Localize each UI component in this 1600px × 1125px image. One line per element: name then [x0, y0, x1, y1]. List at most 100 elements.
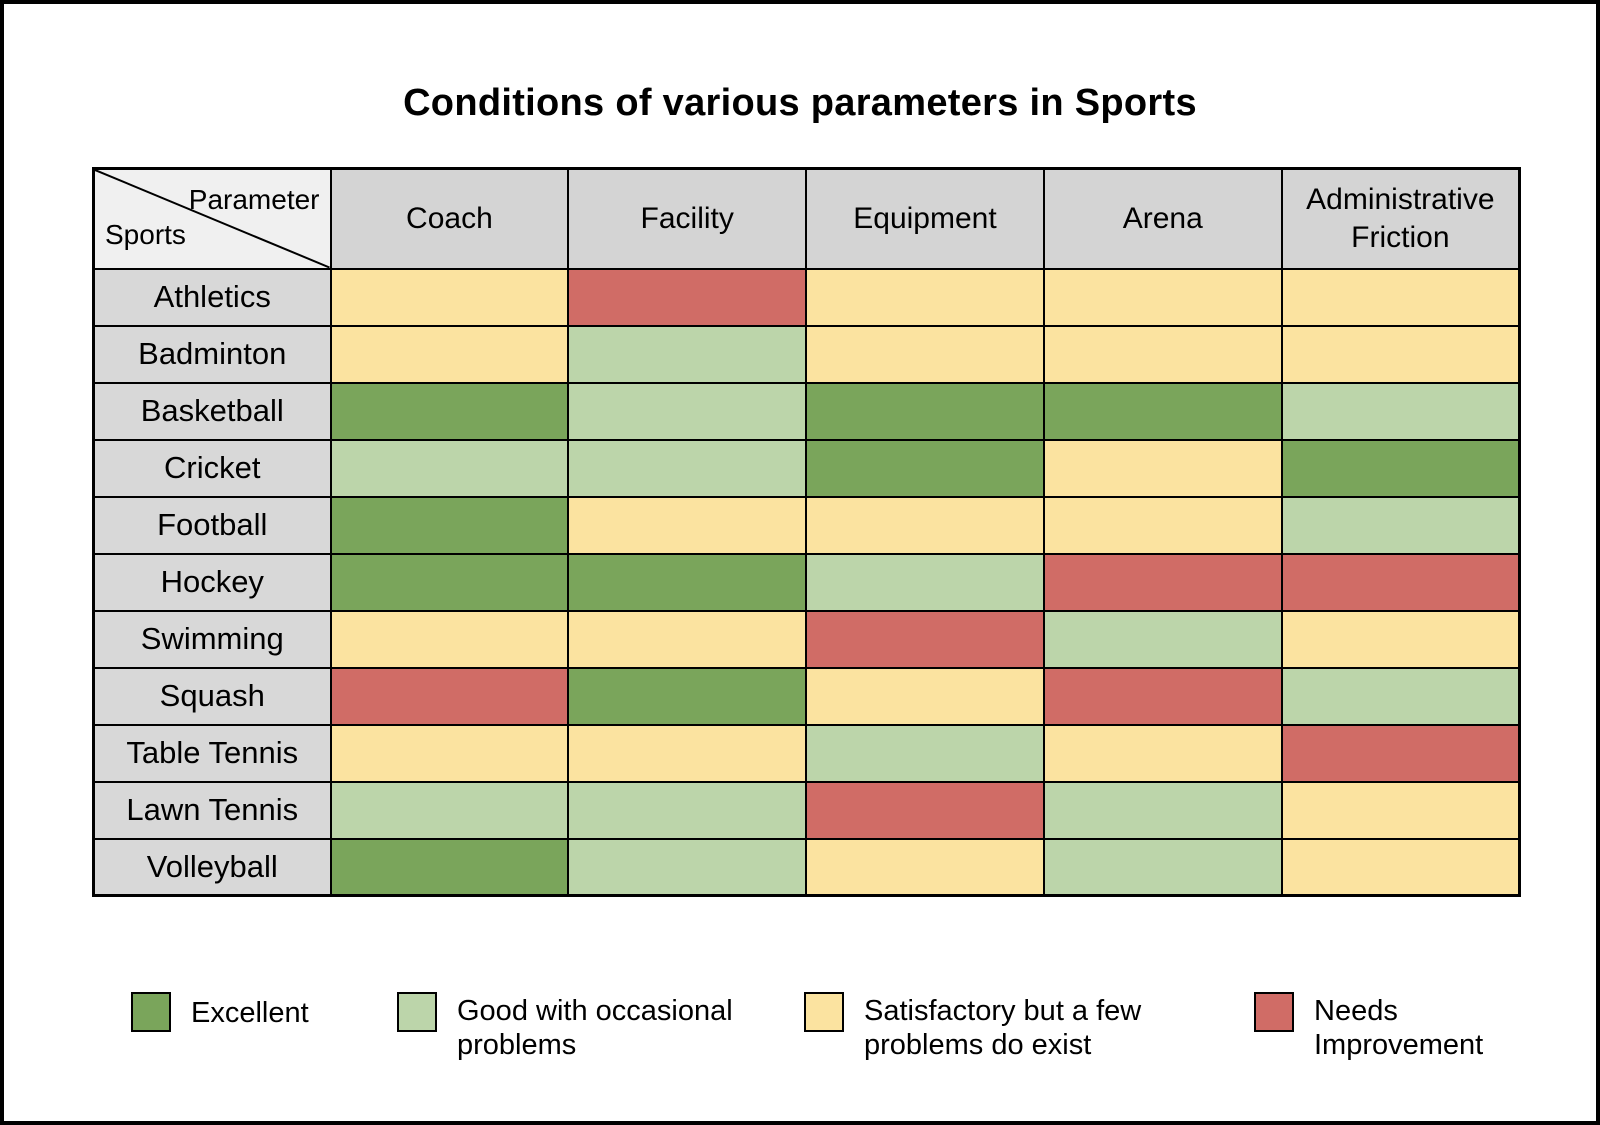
- table-row: Swimming: [92, 609, 1521, 669]
- heatmap-cell: [805, 609, 1045, 669]
- legend-item: Excellent: [131, 992, 309, 1032]
- heatmap-cell: [1042, 609, 1283, 669]
- table-row: Basketball: [92, 381, 1521, 441]
- heatmap-cell: [329, 609, 570, 669]
- heatmap-cell: [805, 324, 1045, 384]
- table-row: Athletics: [92, 267, 1521, 327]
- heatmap-cell: [329, 267, 570, 327]
- sport-row-label: Volleyball: [92, 837, 332, 897]
- heatmap-cell: [805, 723, 1045, 783]
- heatmap-cell: [1280, 666, 1521, 726]
- heatmap-cell: [805, 381, 1045, 441]
- heatmap-cell: [567, 438, 808, 498]
- heatmap-cell: [567, 495, 808, 555]
- sport-row-label: Badminton: [92, 324, 332, 384]
- heatmap-cell: [1280, 267, 1521, 327]
- heatmap-cell: [329, 324, 570, 384]
- heatmap-cell: [1042, 267, 1283, 327]
- table-row: Volleyball: [92, 837, 1521, 897]
- heatmap-cell: [329, 723, 570, 783]
- table-row: Hockey: [92, 552, 1521, 612]
- heatmap-cell: [1042, 381, 1283, 441]
- column-header-arena: Arena: [1042, 167, 1283, 270]
- heatmap-cell: [805, 837, 1045, 897]
- heatmap-cell: [805, 495, 1045, 555]
- chart-title: Conditions of various parameters in Spor…: [403, 82, 1197, 124]
- heatmap-cell: [1280, 837, 1521, 897]
- sport-row-label: Lawn Tennis: [92, 780, 332, 840]
- legend-label: Excellent: [191, 997, 309, 1029]
- corner-cell: Parameter Sports: [92, 167, 332, 270]
- heatmap-cell: [1280, 780, 1521, 840]
- heatmap-cell: [1280, 438, 1521, 498]
- heatmap-cell: [1042, 552, 1283, 612]
- heatmap-cell: [329, 495, 570, 555]
- sport-row-label: Swimming: [92, 609, 332, 669]
- column-header-administrative-friction: Administrative Friction: [1280, 167, 1521, 270]
- legend: Excellent Good with occasional problems Sa…: [4, 992, 1600, 1102]
- heatmap-cell: [567, 324, 808, 384]
- heatmap-cell: [567, 552, 808, 612]
- heatmap-cell: [329, 837, 570, 897]
- sport-row-label: Basketball: [92, 381, 332, 441]
- table-row: Squash: [92, 666, 1521, 726]
- heatmap-cell: [805, 267, 1045, 327]
- heatmap-cell: [329, 381, 570, 441]
- heatmap-cell: [1280, 609, 1521, 669]
- corner-label-parameter: Parameter: [188, 184, 320, 215]
- heatmap-cell: [1042, 723, 1283, 783]
- corner-label-sports: Sports: [105, 218, 186, 250]
- legend-swatch-needs_improvement: [1254, 992, 1294, 1032]
- table-row: Football: [92, 495, 1521, 555]
- heatmap-cell: [329, 780, 570, 840]
- sports-table: Parameter Sports Coach Facility Equipmen…: [92, 167, 1521, 897]
- legend-swatch-excellent: [131, 992, 171, 1032]
- heatmap-cell: [805, 666, 1045, 726]
- heatmap-cell: [1042, 324, 1283, 384]
- column-header-facility: Facility: [567, 167, 808, 270]
- heatmap-cell: [1280, 495, 1521, 555]
- legend-swatch-good: [397, 992, 437, 1032]
- heatmap-cell: [567, 837, 808, 897]
- heatmap-cell: [1042, 666, 1283, 726]
- heatmap-cell: [1042, 780, 1283, 840]
- heatmap-cell: [567, 666, 808, 726]
- heatmap-cell: [567, 780, 808, 840]
- sport-row-label: Table Tennis: [92, 723, 332, 783]
- table-row: Table Tennis: [92, 723, 1521, 783]
- heatmap-cell: [1280, 381, 1521, 441]
- column-header-equipment: Equipment: [805, 167, 1045, 270]
- sport-row-label: Football: [92, 495, 332, 555]
- heatmap-cell: [329, 438, 570, 498]
- heatmap-cell: [805, 552, 1045, 612]
- table-row: Badminton: [92, 324, 1521, 384]
- header-row: Parameter Sports Coach Facility Equipmen…: [92, 167, 1521, 270]
- sport-row-label: Squash: [92, 666, 332, 726]
- legend-swatch-satisfactory: [804, 992, 844, 1032]
- heatmap-cell: [329, 552, 570, 612]
- heatmap-cell: [1280, 324, 1521, 384]
- heatmap-cell: [1280, 552, 1521, 612]
- sports-table-body: Athletics Badminton Basketball Cricket Footb…: [92, 267, 1521, 897]
- heatmap-cell: [1042, 438, 1283, 498]
- heatmap-cell: [1042, 837, 1283, 897]
- column-header-coach: Coach: [329, 167, 570, 270]
- heatmap-cell: [329, 666, 570, 726]
- legend-label: Satisfactory but a few problems do exist: [864, 995, 1142, 1061]
- sport-row-label: Cricket: [92, 438, 332, 498]
- heatmap-cell: [1280, 723, 1521, 783]
- heatmap-cell: [567, 381, 808, 441]
- legend-label: Needs Improvement: [1314, 995, 1484, 1061]
- legend-item: Needs Improvement: [1254, 992, 1524, 1062]
- sport-row-label: Athletics: [92, 267, 332, 327]
- diagonal-divider-line: [95, 170, 330, 268]
- legend-item: Satisfactory but a few problems do exist: [804, 992, 1174, 1062]
- table-row: Cricket: [92, 438, 1521, 498]
- heatmap-cell: [567, 609, 808, 669]
- heatmap-cell: [805, 780, 1045, 840]
- legend-item: Good with occasional problems: [397, 992, 747, 1062]
- heatmap-cell: [567, 723, 808, 783]
- table-row: Lawn Tennis: [92, 780, 1521, 840]
- heatmap-cell: [805, 438, 1045, 498]
